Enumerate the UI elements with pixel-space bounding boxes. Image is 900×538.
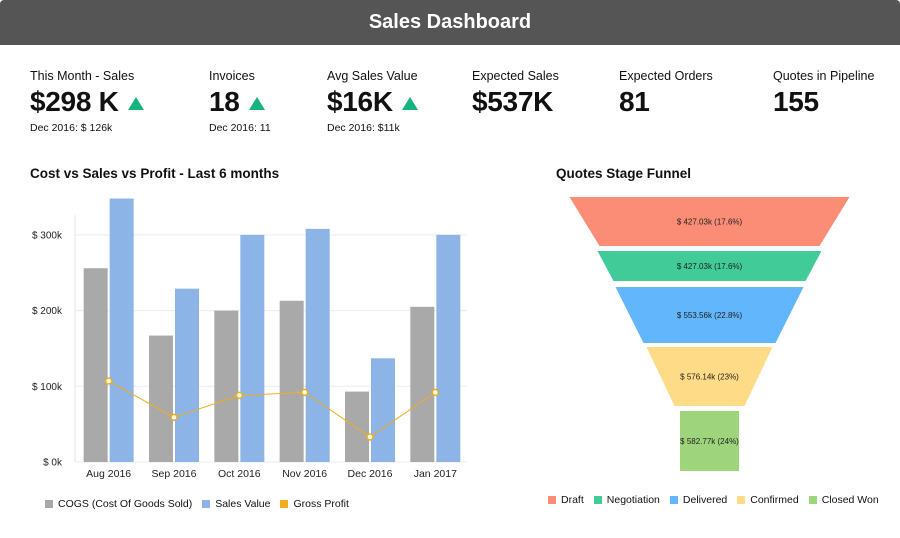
- point-gross-profit: [104, 377, 113, 385]
- kpi-label: Quotes in Pipeline: [773, 69, 875, 83]
- legend-item-negotiation[interactable]: Negotiation: [593, 494, 660, 506]
- kpi-comparison: Dec 2016: $11k: [327, 122, 400, 134]
- bar-sales-value: [436, 234, 461, 462]
- bar-cogs: [149, 335, 173, 462]
- funnel-segment-draft: [569, 197, 850, 246]
- kpi-value: 81: [619, 86, 650, 117]
- legend-item-draft[interactable]: Draft: [548, 494, 584, 506]
- funnel-segment-closed-won: [680, 411, 739, 471]
- legend-swatch: [202, 500, 211, 508]
- legend-label: Negotiation: [606, 494, 660, 506]
- kpi-value: $537K: [472, 86, 554, 117]
- kpi-quotes-in-pipeline: Quotes in Pipeline 155: [773, 69, 874, 119]
- x-tick-label: Oct 2016: [218, 468, 261, 480]
- funnel-segment-delivered: [615, 287, 804, 343]
- legend-item-closed-won[interactable]: Closed Won: [808, 494, 879, 506]
- bar-sales-value: [240, 234, 265, 462]
- funnel-label: $ 576.14k (23%): [680, 373, 739, 382]
- dashboard-title: Sales Dashboard: [368, 11, 532, 33]
- funnel-label: $ 582.77k (24%): [680, 437, 739, 446]
- line-gross-profit: [108, 380, 436, 438]
- kpi-value: $298 K: [30, 86, 119, 117]
- legend-swatch: [45, 500, 53, 508]
- kpi-value: $16K: [327, 86, 393, 117]
- kpi-invoices: Invoices 18 Dec 2016: 11: [209, 69, 271, 134]
- y-tick-label: $ 300k: [32, 230, 63, 241]
- legend-swatch: [808, 496, 817, 504]
- legend-label: COGS (Cost Of Goods Sold): [58, 498, 193, 510]
- legend-item-confirmed[interactable]: Confirmed: [737, 494, 799, 506]
- kpi-value: 155: [773, 86, 819, 117]
- legend-label: Confirmed: [750, 494, 799, 506]
- funnel-label: $ 427.03k (17.6%): [677, 262, 743, 271]
- funnel-segment-confirmed: [646, 347, 773, 406]
- legend-label: Gross Profit: [293, 498, 349, 510]
- legend-label: Closed Won: [821, 494, 879, 506]
- legend-item-cogs[interactable]: COGS (Cost Of Goods Sold): [45, 498, 192, 510]
- up-arrow-icon: [248, 96, 265, 110]
- funnel-segment-negotiation: [597, 251, 822, 281]
- funnel-label: $ 427.03k (17.6%): [677, 218, 743, 227]
- legend-label: Delivered: [682, 494, 728, 506]
- x-tick-label: Nov 2016: [282, 468, 327, 480]
- legend-swatch: [280, 500, 289, 508]
- up-arrow-icon: [401, 96, 418, 110]
- kpi-expected-orders: Expected Orders 81: [619, 69, 713, 119]
- bar-chart-title: Cost vs Sales vs Profit - Last 6 months: [30, 166, 280, 181]
- funnel-legend: Draft Negotiation Delivered Confirmed Cl…: [548, 494, 879, 506]
- x-tick-label: Dec 2016: [348, 468, 393, 480]
- bar-cogs: [410, 306, 435, 462]
- funnel-label: $ 553.56k (22.8%): [677, 311, 743, 320]
- x-tick-label: Aug 2016: [86, 468, 131, 480]
- kpi-this-month-sales: This Month - Sales $298 K Dec 2016: $ 12…: [30, 69, 144, 134]
- kpi-comparison: Dec 2016: $ 126k: [30, 122, 113, 134]
- bar-sales-value: [175, 288, 199, 462]
- legend-swatch: [737, 496, 746, 504]
- kpi-label: This Month - Sales: [30, 69, 135, 83]
- kpi-label: Avg Sales Value: [327, 69, 418, 83]
- kpi-label: Invoices: [209, 69, 255, 83]
- kpi-value: 18: [209, 86, 240, 117]
- bar-cogs: [345, 391, 369, 462]
- legend-label: Draft: [561, 494, 584, 506]
- point-gross-profit: [300, 388, 309, 397]
- kpi-comparison: Dec 2016: 11: [209, 122, 271, 134]
- point-gross-profit: [235, 391, 244, 400]
- up-arrow-icon: [127, 96, 144, 110]
- legend-item-delivered[interactable]: Delivered: [669, 494, 728, 506]
- y-tick-label: $ 200k: [32, 306, 63, 317]
- x-tick-label: Jan 2017: [414, 468, 457, 480]
- kpi-avg-sales-value: Avg Sales Value $16K Dec 2016: $11k: [327, 69, 418, 134]
- bar-chart-legend: COGS (Cost Of Goods Sold) Sales Value Gr…: [45, 498, 359, 510]
- legend-label: Sales Value: [215, 498, 271, 510]
- x-tick-label: Sep 2016: [152, 468, 197, 480]
- bar-sales-value: [109, 198, 134, 462]
- kpi-label: Expected Orders: [619, 69, 713, 83]
- dashboard-header: Sales Dashboard: [0, 0, 900, 45]
- bar-sales-value: [305, 228, 330, 462]
- kpi-label: Expected Sales: [472, 69, 559, 83]
- funnel-chart-title: Quotes Stage Funnel: [556, 166, 692, 181]
- point-gross-profit: [170, 413, 178, 422]
- bar-cogs: [279, 300, 304, 462]
- y-tick-label: $ 100k: [32, 382, 63, 393]
- bar-cogs: [83, 268, 108, 462]
- point-gross-profit: [431, 388, 440, 397]
- legend-swatch: [593, 496, 602, 504]
- legend-swatch: [669, 496, 678, 504]
- legend-swatch: [548, 496, 556, 504]
- y-tick-label: $ 0k: [43, 458, 63, 469]
- legend-item-sales-value[interactable]: Sales Value: [202, 498, 270, 510]
- bar-cogs: [214, 310, 239, 462]
- kpi-expected-sales: Expected Sales $537K: [472, 69, 559, 119]
- bar-sales-value: [371, 358, 395, 462]
- legend-item-gross-profit[interactable]: Gross Profit: [280, 498, 349, 510]
- point-gross-profit: [366, 433, 374, 441]
